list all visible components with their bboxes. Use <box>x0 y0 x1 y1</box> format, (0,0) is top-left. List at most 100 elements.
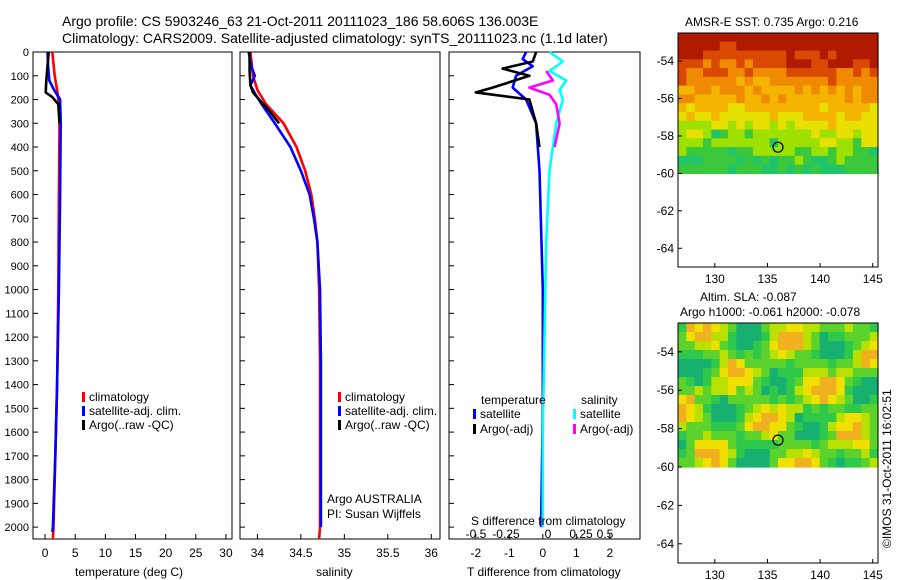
map-cell <box>794 164 804 175</box>
map-cell <box>711 41 721 52</box>
map-cell <box>694 386 704 396</box>
map-cell <box>844 323 854 333</box>
map-cell <box>703 386 712 396</box>
map-cell <box>844 395 854 405</box>
map-cell <box>869 413 879 423</box>
map-cell <box>686 413 696 423</box>
lon-tick-label: 130 <box>705 568 725 580</box>
legend-label: climatology <box>89 390 149 404</box>
map-cell <box>811 431 821 441</box>
map-cell <box>728 120 737 131</box>
map-cell <box>828 111 837 122</box>
map-cell <box>728 111 737 122</box>
map-cell <box>836 332 846 342</box>
map-cell <box>836 386 846 396</box>
map-cell <box>828 449 837 459</box>
map-cell <box>753 431 762 441</box>
map-cell <box>836 85 846 96</box>
salinity-annotation-line2: PI: Susan Wijffels <box>327 507 421 521</box>
legend-swatch <box>473 424 476 434</box>
map-cell <box>703 431 712 441</box>
map-cell <box>769 68 779 78</box>
map-cell <box>819 50 829 60</box>
map-cell <box>786 413 796 423</box>
map-cell <box>703 138 712 148</box>
x-tick-label: 30 <box>219 546 233 560</box>
map-cell <box>678 440 687 450</box>
legend-swatch <box>338 420 341 430</box>
map-cell <box>686 85 696 96</box>
map-cell <box>711 94 721 104</box>
map-cell <box>853 76 862 87</box>
map-cell <box>853 323 862 333</box>
lat-tick-label: -56 <box>657 92 675 106</box>
legend-label: satellite-adj. clim. <box>345 404 437 418</box>
x-tick-label: 5 <box>72 546 79 560</box>
map-cell <box>678 138 687 148</box>
map-cell <box>753 103 762 113</box>
map-cell <box>803 368 812 378</box>
map-cell <box>794 41 804 52</box>
map-cell <box>836 103 846 113</box>
map-cell <box>744 85 754 96</box>
map-cell <box>694 377 704 387</box>
map-cell <box>819 350 829 360</box>
x-tick-label: 35.5 <box>376 546 400 560</box>
map-cell <box>744 164 754 175</box>
map-cell <box>853 377 862 387</box>
map-cell <box>744 413 754 423</box>
map-cell <box>853 94 862 104</box>
map-cell <box>678 103 687 113</box>
map-cell <box>778 332 787 342</box>
x-tick-label: 2 <box>606 546 613 560</box>
map-cell <box>753 413 762 423</box>
map-cell <box>703 404 712 414</box>
lat-tick-label: -64 <box>657 241 675 255</box>
x-tick-label: -2 <box>470 546 481 560</box>
map-cell <box>769 147 779 157</box>
map-cell <box>778 386 787 396</box>
map-cell <box>844 350 854 360</box>
map-cell <box>869 323 879 333</box>
map-cell <box>719 41 729 52</box>
map-cell <box>761 449 771 459</box>
x-tick-label: 20 <box>159 546 173 560</box>
map-cell <box>736 68 746 78</box>
map-cell <box>861 41 871 52</box>
map-cell <box>844 332 854 342</box>
map-cell <box>853 332 862 342</box>
map-cell <box>803 404 812 414</box>
depth-tick-label: 600 <box>11 190 29 202</box>
map-cell <box>686 359 696 369</box>
s-tick-label: -0.25 <box>492 527 520 541</box>
map-cell <box>811 404 821 414</box>
map-cell <box>819 395 829 405</box>
map-cell <box>869 341 879 351</box>
map-cell <box>728 359 737 369</box>
legend-label: satellite-adj. clim. <box>89 404 181 418</box>
map-cell <box>853 164 862 175</box>
map-cell <box>778 395 787 405</box>
map-cell <box>828 368 837 378</box>
map-cell <box>778 440 787 450</box>
map-cell <box>736 368 746 378</box>
legend-swatch <box>82 406 85 416</box>
map-cell <box>753 41 762 52</box>
map-cell <box>728 68 737 78</box>
map-cell <box>711 359 721 369</box>
map-cell <box>703 368 712 378</box>
map-cell <box>786 341 796 351</box>
map-cell <box>794 138 804 148</box>
map-cell <box>736 395 746 405</box>
map-cell <box>719 323 729 333</box>
x-tick-label: 34.5 <box>289 546 313 560</box>
map-cell <box>861 33 871 43</box>
map-cell <box>769 404 779 414</box>
map-cell <box>686 68 696 78</box>
map-cell <box>728 431 737 441</box>
map-cell <box>869 386 879 396</box>
map-cell <box>769 129 779 139</box>
legend-label: Argo(-adj) <box>480 422 533 436</box>
map-cell <box>728 440 737 450</box>
map-cell <box>786 76 796 87</box>
